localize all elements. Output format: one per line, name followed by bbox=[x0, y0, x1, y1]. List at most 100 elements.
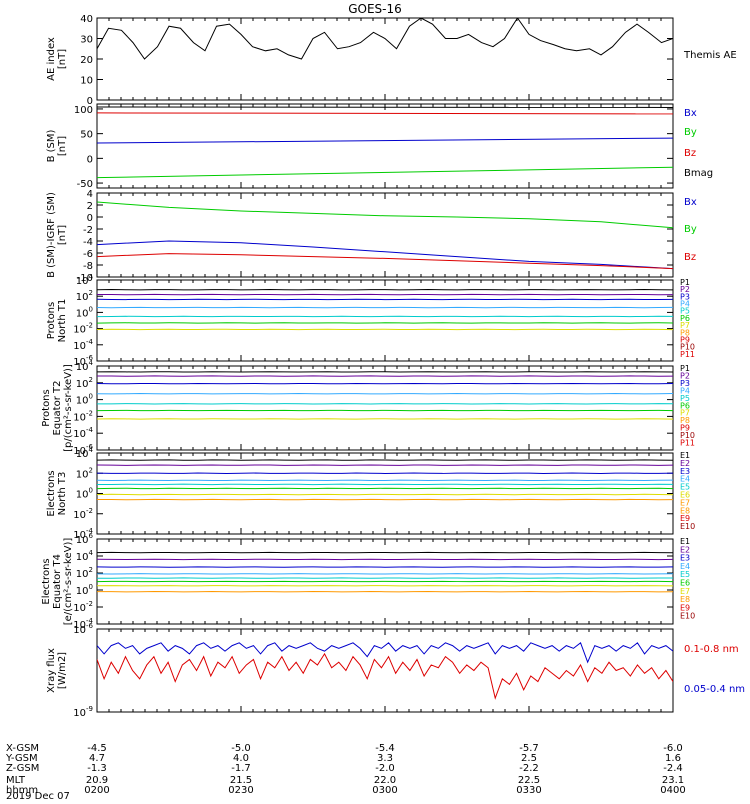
legend-entry: E10 bbox=[680, 612, 695, 621]
y-axis-label: ProtonsNorth T1 bbox=[46, 299, 68, 343]
chart-title: GOES-16 bbox=[348, 2, 402, 16]
plot-area bbox=[97, 18, 673, 59]
y-tick-label: -8 bbox=[83, 261, 93, 272]
y-tick-label: 10-2 bbox=[73, 600, 93, 614]
y-tick-label: 100 bbox=[76, 583, 93, 597]
y-tick-label: 20 bbox=[80, 55, 93, 66]
panel-frame bbox=[97, 366, 673, 450]
plot-area bbox=[97, 107, 673, 178]
x-tick-label: -1.3 bbox=[87, 763, 107, 774]
legend: 0.1-0.8 nm 0.05-0.4 nm bbox=[684, 644, 745, 695]
x-tick-label: 0400 bbox=[660, 785, 685, 796]
panel-frame bbox=[97, 629, 673, 712]
x-tick-label: -2.2 bbox=[519, 763, 539, 774]
y-tick-label: 102 bbox=[76, 289, 93, 303]
legend-entry: Themis AE bbox=[683, 50, 737, 61]
y-tick-label: 40 bbox=[80, 14, 93, 25]
y-axis-label: ElectronsNorth T3 bbox=[46, 470, 68, 516]
y-tick-label: 10-2 bbox=[73, 322, 93, 336]
x-tick-label: 0300 bbox=[372, 785, 397, 796]
y-tick-label: 100 bbox=[74, 105, 93, 116]
legend: Bx By Bz bbox=[684, 197, 697, 263]
y-tick-label: 10-9 bbox=[73, 705, 93, 719]
y-tick-label: 10-2 bbox=[73, 507, 93, 521]
series-line bbox=[97, 202, 673, 228]
y-tick-label: 100 bbox=[76, 393, 93, 407]
y-tick-label: 104 bbox=[76, 359, 94, 373]
y-axis-label: ElectronsEquator T4[e/(cm²-s-sr-keV)] bbox=[41, 538, 74, 626]
legend: Themis AE bbox=[683, 50, 737, 61]
panel-xray: 10-6 10-9 Xray flux[W/m2] 0.1-0.8 nm 0.05-0.… bbox=[46, 622, 745, 719]
y-tick-label: 100 bbox=[76, 487, 93, 501]
y-tick-label: -6 bbox=[83, 249, 93, 260]
y-tick-label: 104 bbox=[76, 273, 94, 287]
y-tick-label: 10 bbox=[80, 76, 93, 87]
y-tick-label: 10-2 bbox=[73, 409, 93, 423]
x-row-label: Z-GSM bbox=[6, 763, 39, 774]
x-tick-label: 0200 bbox=[84, 785, 109, 796]
y-tick-label: 102 bbox=[76, 466, 93, 480]
legend-entry: By bbox=[684, 224, 697, 235]
legend-entry: Bx bbox=[684, 197, 697, 208]
y-tick-label: 100 bbox=[76, 305, 93, 319]
plot-area bbox=[97, 372, 673, 419]
legend-entry: Bx bbox=[684, 108, 697, 119]
y-axis-label: Xray flux[W/m2] bbox=[46, 648, 68, 693]
plot-area bbox=[97, 552, 673, 591]
panel-frame bbox=[97, 193, 673, 277]
y-axis-label: B (SM)[nT] bbox=[46, 129, 68, 162]
x-tick-label: -2.0 bbox=[375, 763, 395, 774]
legend-entry: 0.05-0.4 nm bbox=[684, 684, 745, 695]
y-tick-label: 102 bbox=[76, 566, 93, 580]
plot-date: 2019 Dec 07 bbox=[6, 791, 70, 800]
series-line bbox=[97, 254, 673, 269]
y-tick-label: 106 bbox=[76, 532, 94, 546]
legend-entry: 0.1-0.8 nm bbox=[684, 644, 739, 655]
legend-entry: Bz bbox=[684, 252, 696, 263]
y-tick-label: 2 bbox=[87, 201, 93, 212]
panel-frame bbox=[97, 280, 673, 361]
y-axis-label: B (SM)-IGRF (SM)[nT] bbox=[46, 192, 68, 278]
y-tick-label: -2 bbox=[83, 225, 93, 236]
y-tick-label: 0 bbox=[87, 213, 93, 224]
legend-entry: By bbox=[684, 127, 697, 138]
legend-entry: Bz bbox=[684, 148, 696, 159]
y-tick-label: 4 bbox=[87, 189, 93, 200]
series-line bbox=[97, 167, 673, 177]
y-tick-label: 10-4 bbox=[73, 426, 93, 440]
y-tick-label: 10-6 bbox=[73, 622, 93, 636]
panel-frame bbox=[97, 104, 673, 188]
series-line bbox=[97, 113, 673, 114]
plot-area bbox=[97, 290, 673, 330]
plot-area bbox=[97, 643, 673, 698]
plot-area bbox=[97, 460, 673, 500]
series-line bbox=[97, 643, 673, 662]
series-line bbox=[97, 18, 673, 59]
legend-entry: P11 bbox=[680, 439, 695, 448]
y-tick-label: 30 bbox=[80, 35, 93, 46]
x-tick-label: -1.7 bbox=[231, 763, 251, 774]
panel-frame bbox=[97, 18, 673, 100]
plot-area bbox=[97, 202, 673, 269]
x-tick-label: 0330 bbox=[516, 785, 541, 796]
y-tick-label: 104 bbox=[76, 549, 94, 563]
y-tick-label: 102 bbox=[76, 376, 93, 390]
y-tick-label: -4 bbox=[83, 237, 93, 248]
legend-entry: E10 bbox=[680, 522, 695, 531]
y-axis-label: AE index[nT] bbox=[46, 37, 68, 81]
series-line bbox=[97, 138, 673, 143]
series-line bbox=[97, 241, 673, 269]
y-axis-label: ProtonsEquator T2[p/(cm²-s-sr-keV)] bbox=[41, 364, 74, 452]
